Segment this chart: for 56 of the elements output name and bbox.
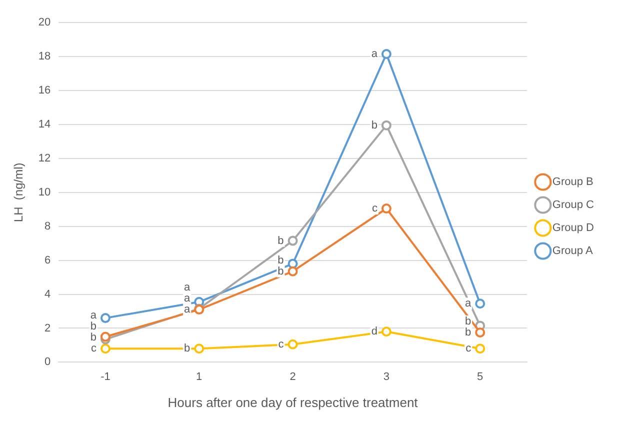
- point: [194, 344, 204, 354]
- data-label: d: [371, 326, 378, 338]
- y-tick-label: 10: [38, 186, 51, 198]
- y-tick-label: 14: [38, 118, 51, 131]
- data-label: b: [90, 332, 96, 344]
- data-label: b: [90, 320, 96, 333]
- data-label: a: [90, 310, 98, 322]
- y-tick-label: 4: [44, 288, 51, 300]
- data-label: c: [466, 342, 472, 355]
- point: [381, 120, 392, 130]
- point: [100, 313, 110, 324]
- point: [475, 327, 486, 338]
- data-label: b: [464, 316, 472, 328]
- data-label: b: [464, 326, 472, 339]
- point: [288, 266, 298, 276]
- y-tick-label: 8: [44, 220, 51, 232]
- x-tick-label: 5: [477, 370, 484, 383]
- legend-label: Group A: [552, 245, 594, 258]
- x-tick-label: 2: [290, 370, 296, 383]
- data-label: a: [184, 292, 191, 305]
- point: [381, 49, 392, 60]
- data-label: b: [184, 342, 190, 355]
- data-label: a: [371, 48, 378, 60]
- legend-label: Group C: [552, 199, 594, 212]
- legend-label: Group B: [552, 176, 594, 188]
- data-label: c: [278, 338, 284, 350]
- data-label: c: [372, 202, 378, 215]
- data-label: b: [278, 265, 284, 278]
- legend-label: Group D: [552, 222, 594, 234]
- y-tick-label: 2: [44, 322, 51, 334]
- point: [381, 326, 392, 337]
- point: [381, 204, 392, 214]
- y-tick-label: 16: [38, 84, 51, 97]
- point: [100, 332, 110, 342]
- data-label: a: [464, 298, 472, 310]
- x-tick-label: 3: [383, 370, 390, 383]
- x-tick-label: 1: [196, 370, 202, 383]
- point: [288, 236, 298, 246]
- data-label: b: [278, 254, 284, 266]
- y-axis-title: LH (ng/ml): [12, 162, 26, 222]
- point: [288, 339, 298, 350]
- data-label: b: [278, 234, 284, 247]
- point: [475, 298, 486, 309]
- y-tick-label: 20: [38, 16, 51, 29]
- x-axis-title: Hours after one day of respective treatment: [168, 394, 418, 410]
- data-label: b: [371, 119, 378, 132]
- x-tick-label: -1: [100, 370, 110, 383]
- y-tick-label: 0: [44, 356, 51, 368]
- data-label: c: [90, 342, 97, 355]
- y-tick-label: 12: [38, 152, 51, 164]
- point: [100, 344, 110, 354]
- y-tick-label: 18: [38, 50, 51, 63]
- y-tick-label: 6: [44, 254, 51, 266]
- point: [475, 344, 486, 354]
- data-label: a: [184, 282, 191, 294]
- data-label: a: [184, 304, 191, 316]
